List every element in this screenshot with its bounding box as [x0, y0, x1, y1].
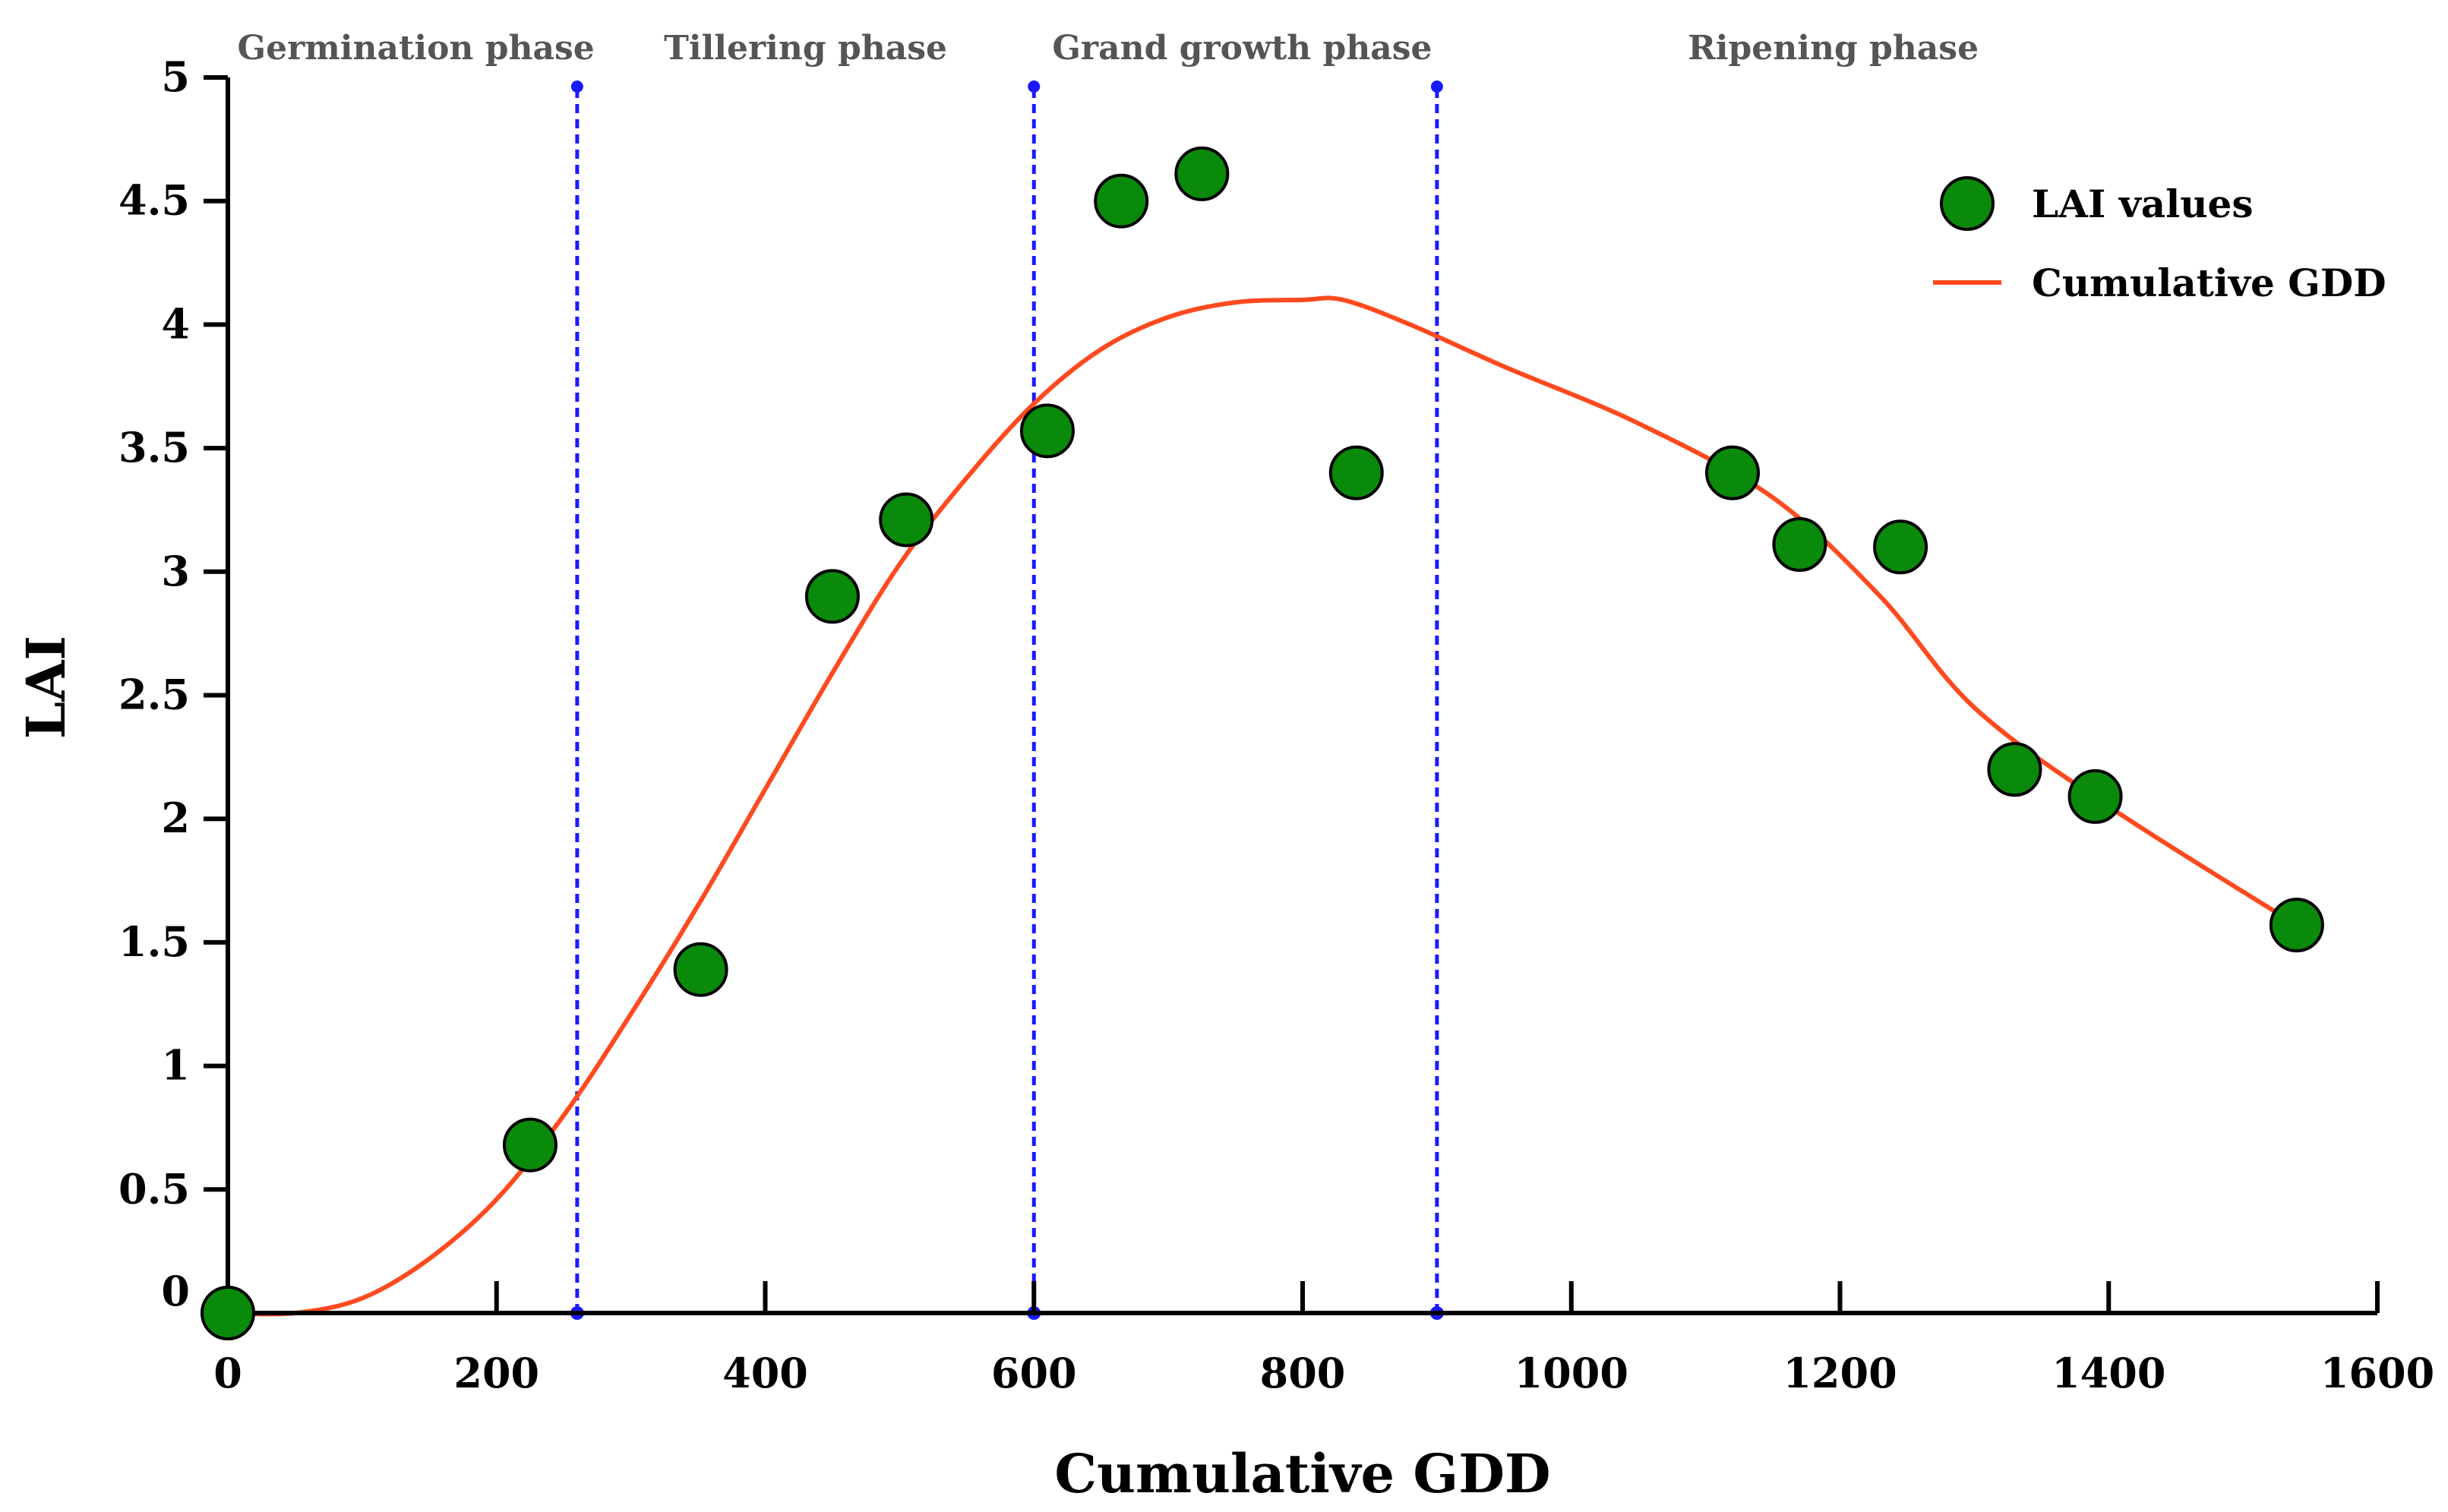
y-tick-label-3-5: 3.5	[118, 423, 190, 472]
tick-layer: 0 200 400 600 800 1000 1200 1400 1600 0 0.5 1 1.5 2 2.…	[118, 52, 2434, 1397]
y-tick-label-5: 5	[161, 52, 190, 101]
y-tick-label-0-5: 0.5	[118, 1164, 190, 1213]
phase-layer: Germination phase Tillering phase Grand gr…	[238, 29, 1979, 1320]
x-tick-label-1600: 1600	[2320, 1349, 2434, 1397]
x-tick-label-1000: 1000	[1515, 1349, 1628, 1397]
legend: LAI values Cumulative GDD	[1933, 176, 2386, 305]
lai-point-12	[1873, 519, 1928, 575]
y-tick-label-1-5: 1.5	[118, 917, 190, 966]
y-tick-label-4: 4	[161, 299, 190, 348]
lai-point-7	[1094, 173, 1149, 229]
phase-label-ripening-phase: Ripening phase	[1688, 29, 1979, 68]
x-tick-label-200: 200	[453, 1349, 539, 1397]
lai-point-10	[1705, 445, 1760, 500]
lai-point-15	[2269, 898, 2324, 953]
lai-point-5	[879, 492, 934, 548]
lai-point-3	[673, 942, 728, 997]
y-tick-label-2-5: 2.5	[118, 671, 190, 719]
phase-boundary-top-dot-1	[570, 80, 583, 93]
phase-label-grand-growth-phase: Grand growth phase	[1052, 29, 1432, 68]
points-layer	[201, 146, 2324, 1340]
phase-label-germination-phase: Germination phase	[238, 29, 595, 68]
legend-label-lai-values: LAI values	[2032, 182, 2254, 226]
lai-point-13	[1987, 742, 2042, 797]
x-tick-label-1200: 1200	[1783, 1349, 1897, 1397]
x-axis-title: Cumulative GDD	[1054, 1442, 1550, 1505]
legend-label-cumulative-gdd: Cumulative GDD	[2032, 260, 2386, 305]
lai-point-8	[1174, 146, 1230, 201]
y-tick-label-4-5: 4.5	[118, 176, 190, 225]
y-axis-title: LAI	[14, 636, 77, 739]
lai-point-6	[1019, 403, 1075, 459]
phase-boundary-top-dot-3	[1430, 80, 1443, 93]
x-tick-label-800: 800	[1260, 1349, 1346, 1397]
lai-point-9	[1328, 445, 1384, 500]
y-tick-label-1: 1	[161, 1041, 190, 1090]
lai-point-4	[804, 569, 860, 624]
phase-label-tillering-phase: Tillering phase	[664, 29, 947, 68]
y-tick-label-2: 2	[161, 794, 190, 842]
y-tick-label-3: 3	[161, 547, 190, 595]
x-tick-label-600: 600	[991, 1349, 1077, 1397]
lai-point-1	[201, 1286, 255, 1340]
x-tick-label-400: 400	[722, 1349, 808, 1397]
x-tick-label-1400: 1400	[2052, 1349, 2165, 1397]
phase-boundary-top-dot-2	[1028, 80, 1041, 93]
lai-point-2	[502, 1117, 558, 1173]
legend-marker-lai-values	[1940, 176, 1995, 231]
lai-point-11	[1772, 517, 1827, 573]
lai-point-14	[2067, 769, 2123, 824]
y-tick-label-0: 0	[161, 1267, 190, 1315]
x-tick-label-0: 0	[213, 1349, 242, 1397]
